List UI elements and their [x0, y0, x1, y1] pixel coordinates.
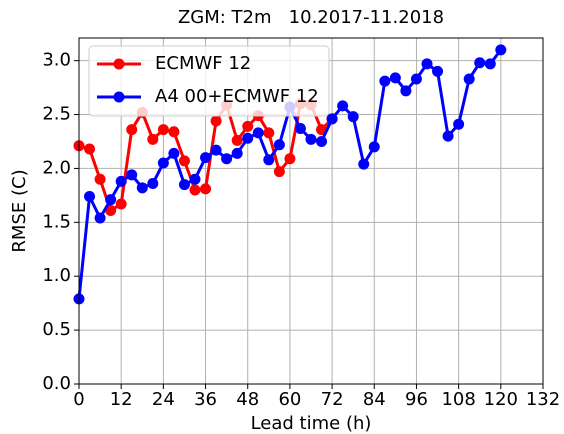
- legend-marker: [113, 91, 125, 103]
- point: [105, 204, 117, 216]
- y-tick-label: 2.5: [42, 104, 71, 125]
- point: [94, 212, 106, 224]
- y-tick-label: 0.5: [42, 319, 71, 340]
- point: [189, 184, 201, 196]
- point: [147, 133, 159, 145]
- point: [358, 158, 370, 170]
- point: [337, 100, 349, 112]
- point: [368, 141, 380, 153]
- point: [105, 194, 117, 206]
- point: [252, 127, 264, 139]
- legend-label: A4 00+ECMWF 12: [155, 86, 319, 107]
- plot-frame: [78, 37, 544, 385]
- x-axis-label: Lead time (h): [251, 413, 372, 434]
- chart-title: ZGM: T2m 10.2017-11.2018: [178, 7, 444, 28]
- point: [231, 134, 243, 146]
- y-tick-label: 2.0: [42, 157, 71, 178]
- point: [410, 73, 422, 85]
- y-tick-label: 0.0: [42, 373, 71, 394]
- x-tick-label: 48: [236, 389, 259, 410]
- point: [463, 73, 475, 85]
- point: [189, 173, 201, 185]
- x-tick-label: 96: [405, 389, 428, 410]
- point: [157, 124, 169, 136]
- point: [126, 124, 138, 136]
- point: [389, 72, 401, 84]
- x-tick-label: 120: [484, 389, 518, 410]
- point: [379, 75, 391, 87]
- point: [168, 147, 180, 159]
- point: [400, 85, 412, 97]
- point: [221, 153, 233, 165]
- point: [432, 65, 444, 77]
- point: [157, 157, 169, 169]
- point: [84, 190, 96, 202]
- legend: ECMWF 12 A4 00+ECMWF 12: [88, 45, 330, 117]
- point: [231, 147, 243, 159]
- legend-marker: [113, 58, 125, 70]
- x-tick-label: 72: [321, 389, 344, 410]
- point: [453, 118, 465, 130]
- point: [126, 169, 138, 181]
- point: [200, 183, 212, 195]
- x-tick-label: 108: [441, 389, 475, 410]
- point: [263, 127, 275, 139]
- point: [305, 133, 317, 145]
- point: [210, 144, 222, 156]
- point: [94, 173, 106, 185]
- y-axis-label: RMSE (C): [9, 169, 30, 252]
- point: [442, 130, 454, 142]
- x-tick-label: 132: [526, 389, 560, 410]
- point: [136, 182, 148, 194]
- x-tick-label: 12: [110, 389, 133, 410]
- point: [115, 175, 127, 187]
- y-tick-label: 3.0: [42, 50, 71, 71]
- point: [178, 155, 190, 167]
- x-tick-label: 0: [73, 389, 84, 410]
- x-tick-label: 24: [152, 389, 175, 410]
- point: [495, 44, 507, 56]
- y-tick-label: 1.0: [42, 265, 71, 286]
- point: [326, 113, 338, 125]
- point: [115, 198, 127, 210]
- point: [178, 179, 190, 191]
- point: [168, 126, 180, 138]
- point: [294, 123, 306, 135]
- point: [273, 166, 285, 178]
- point: [200, 152, 212, 164]
- point: [242, 132, 254, 144]
- x-tick-label: 84: [363, 389, 386, 410]
- x-tick-label: 60: [278, 389, 301, 410]
- y-tick-label: 1.5: [42, 211, 71, 232]
- point: [316, 135, 328, 147]
- point: [421, 58, 433, 70]
- point: [242, 120, 254, 132]
- point: [347, 111, 359, 123]
- point: [284, 153, 296, 165]
- point: [147, 178, 159, 190]
- legend-box: [88, 45, 330, 117]
- point: [474, 57, 486, 69]
- point: [84, 143, 96, 155]
- x-tick-label: 36: [194, 389, 217, 410]
- point: [263, 154, 275, 166]
- point: [210, 115, 222, 127]
- legend-label: ECMWF 12: [155, 53, 251, 74]
- point: [273, 139, 285, 151]
- point: [484, 58, 496, 70]
